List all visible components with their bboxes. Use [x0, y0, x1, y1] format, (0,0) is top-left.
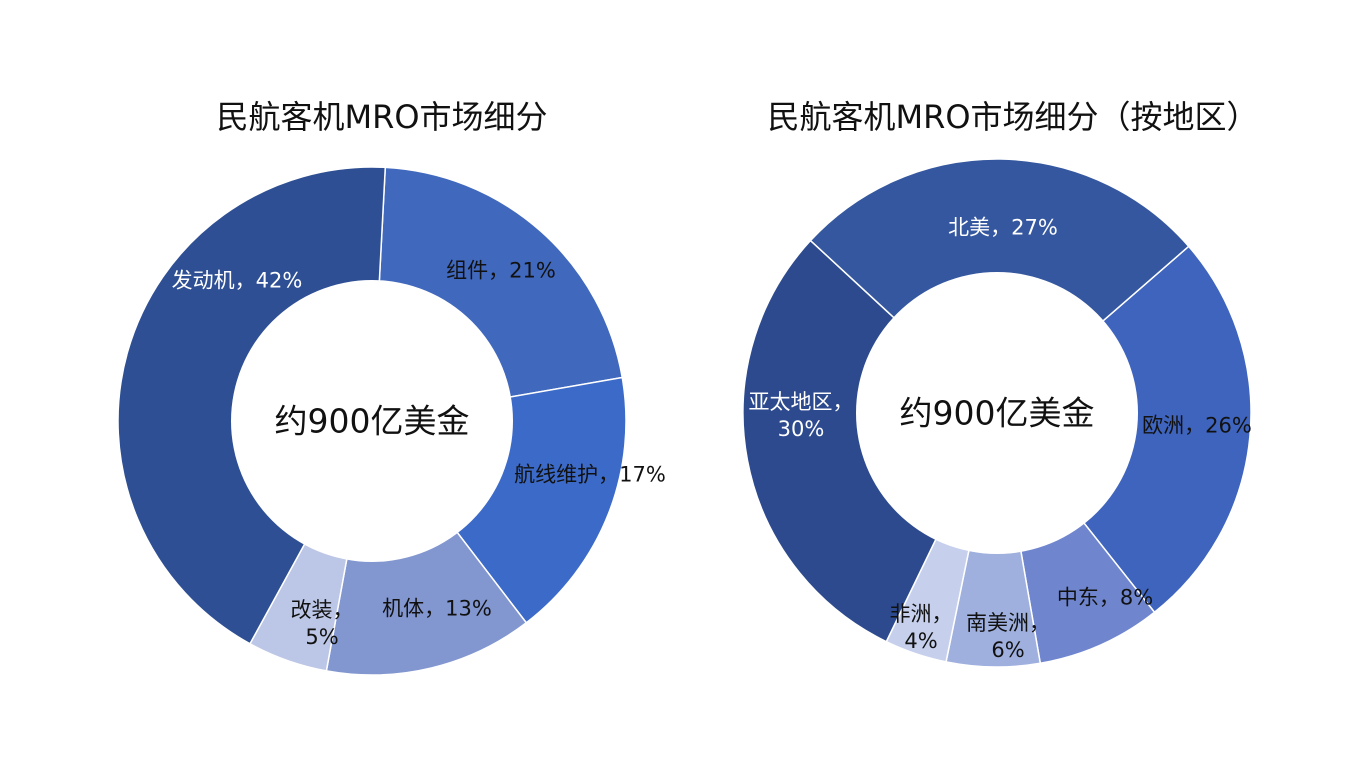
slice-label-line: 机体，13%	[382, 596, 492, 620]
slice-label-line: 改装，	[291, 598, 354, 622]
slice-label-5: 北美，27%	[948, 215, 1058, 239]
slice-label-line: 6%	[991, 638, 1024, 662]
slice-labels: 欧洲，26% 中东，8% 南美洲， 6% 非洲， 4% 亚太地区， 30% 北美，27%	[749, 215, 1252, 662]
slice-label-line: 非洲，	[890, 602, 953, 626]
slice-label-line: 亚太地区，	[749, 390, 854, 414]
slice-label-4: 亚太地区， 30%	[749, 390, 854, 441]
donut-chart-regions: 民航客机MRO市场细分（按地区） 约900亿美金 欧洲，26% 中东，8% 南美洲，…	[742, 98, 1259, 668]
donut-chart-segments: 民航客机MRO市场细分 约900亿美金 组件，21% 航线维护，17% 机体，13%…	[117, 98, 666, 676]
slice-label-0: 组件，21%	[446, 258, 556, 282]
slice-label-2: 南美洲， 6%	[966, 611, 1050, 662]
slice-label-line: 发动机，42%	[172, 268, 303, 292]
slice-label-line: 30%	[778, 417, 825, 441]
slice-label-line: 航线维护，17%	[514, 462, 666, 486]
slice-label-4: 发动机，42%	[172, 268, 303, 292]
donut-hole	[856, 272, 1138, 554]
slice-label-line: 欧洲，26%	[1142, 413, 1252, 437]
slice-label-2: 机体，13%	[382, 596, 492, 620]
slice-label-line: 组件，21%	[446, 258, 556, 282]
slice-label-line: 南美洲，	[966, 611, 1050, 635]
slice-label-3: 非洲， 4%	[890, 602, 953, 653]
donut-hole	[231, 280, 513, 562]
slice-label-0: 欧洲，26%	[1142, 413, 1252, 437]
slice-label-line: 中东，8%	[1057, 585, 1153, 609]
slice-label-line: 北美，27%	[948, 215, 1058, 239]
chart-title-regions: 民航客机MRO市场细分（按地区）	[767, 98, 1258, 136]
slice-label-line: 5%	[305, 625, 338, 649]
slice-label-line: 4%	[904, 629, 937, 653]
center-total-text: 约900亿美金	[275, 402, 470, 441]
slice-labels: 组件，21% 航线维护，17% 机体，13% 改装， 5% 发动机，42%	[172, 258, 666, 649]
chart-title-segments: 民航客机MRO市场细分	[216, 98, 547, 136]
center-total-text: 约900亿美金	[900, 394, 1095, 433]
slice-label-3: 改装， 5%	[291, 598, 354, 649]
slice-label-1: 中东，8%	[1057, 585, 1153, 609]
slice-label-1: 航线维护，17%	[514, 462, 666, 486]
